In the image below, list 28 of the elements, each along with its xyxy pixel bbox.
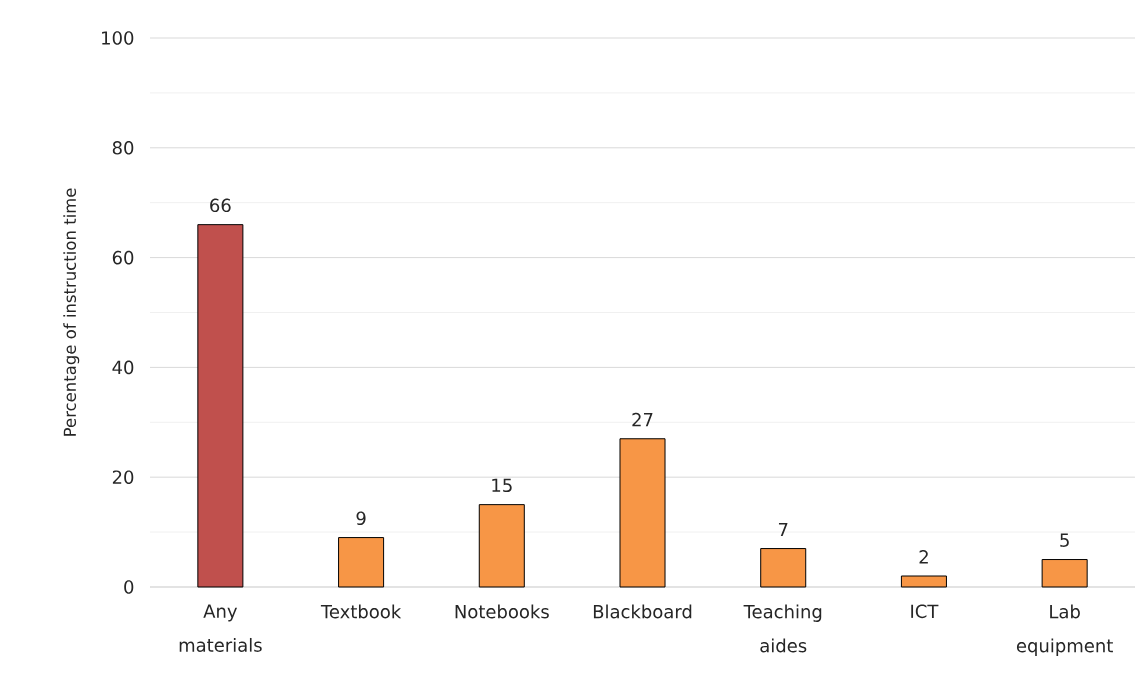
x-tick-label: ICT xyxy=(911,604,939,619)
data-label: 2 xyxy=(919,550,928,564)
y-axis-title: Percentage of instruction time xyxy=(63,188,80,436)
y-tick-label: 100 xyxy=(102,31,134,45)
x-tick-label: Any materials xyxy=(179,604,262,652)
bar xyxy=(478,504,525,588)
y-tick-label: 40 xyxy=(112,360,134,375)
data-label: 9 xyxy=(356,511,366,526)
data-label: 15 xyxy=(492,478,512,493)
bar xyxy=(619,438,666,588)
y-tick-label: 0 xyxy=(124,580,134,594)
x-tick-label: Blackboard xyxy=(593,604,692,619)
data-label: 5 xyxy=(1060,533,1069,547)
data-label: 27 xyxy=(632,412,653,427)
bar xyxy=(338,537,385,588)
x-tick-label: Lab equipment xyxy=(1016,604,1113,656)
y-tick-label: 80 xyxy=(112,140,134,155)
data-label: 7 xyxy=(778,522,788,537)
x-tick-label: Notebooks xyxy=(455,604,549,619)
x-tick-label: Teaching aides xyxy=(743,604,822,653)
data-label: 66 xyxy=(210,198,231,213)
bar xyxy=(760,548,807,588)
bar xyxy=(900,575,947,588)
y-tick-label: 60 xyxy=(112,250,134,265)
bar xyxy=(1041,559,1088,588)
bar xyxy=(197,224,244,588)
y-tick-label: 20 xyxy=(112,470,134,484)
x-tick-label: Textbook xyxy=(320,604,402,619)
